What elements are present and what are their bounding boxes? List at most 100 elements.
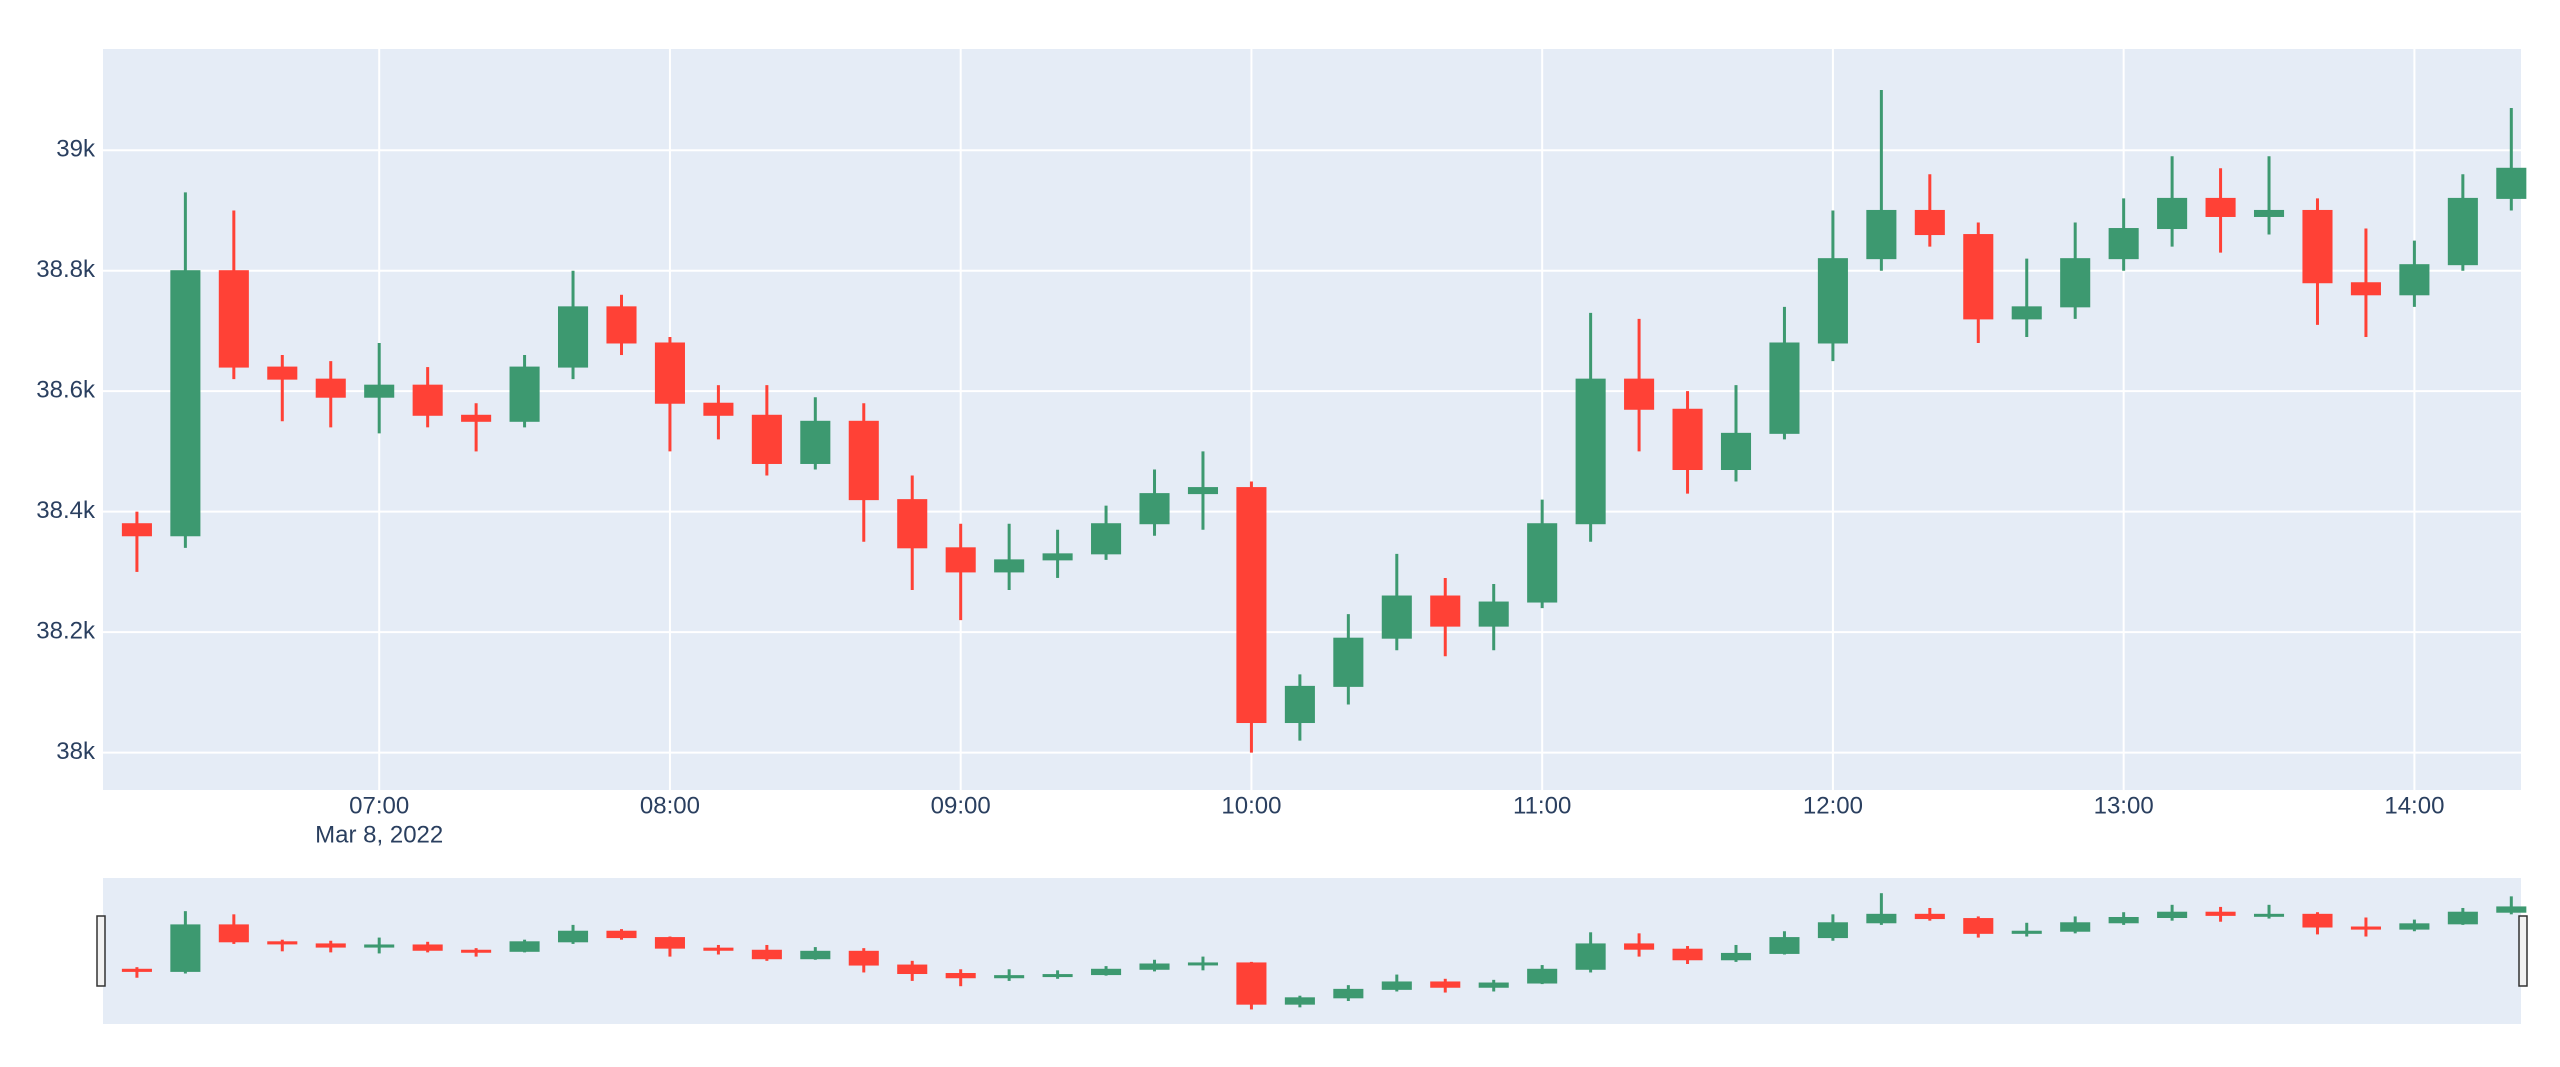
mini-candle-body [1866, 913, 1897, 924]
mini-candle-body [1914, 913, 1945, 920]
mini-candle-body [751, 949, 782, 960]
y-tick-label: 38.4k [36, 497, 96, 524]
x-tick-label: 11:00 [1513, 792, 1571, 819]
y-tick-label: 38.2k [36, 618, 96, 645]
mini-candle-body [1527, 968, 1558, 984]
candle-body [2157, 197, 2188, 230]
mini-candle-body [364, 944, 395, 948]
candle-body [557, 306, 589, 368]
mini-candle-body [557, 930, 589, 943]
mini-candle-body [654, 937, 685, 949]
mini-candle-body [1720, 952, 1752, 961]
x-date-label: Mar 8, 2022 [315, 821, 443, 848]
candle-body [848, 420, 879, 501]
mini-candle-body [1284, 997, 1315, 1005]
candle-body [121, 523, 152, 537]
range-handle-right[interactable] [2518, 915, 2528, 987]
mini-candle-body [170, 924, 201, 972]
mini-candle-body [1817, 922, 1848, 939]
mini-candle-body [2253, 913, 2285, 917]
candle-body [2399, 264, 2430, 296]
mini-candle-body [1575, 943, 1606, 970]
mini-candle-body [2205, 911, 2236, 916]
range-handle-left[interactable] [96, 915, 106, 987]
candle-body [703, 402, 734, 416]
x-tick-label: 10:00 [1221, 792, 1281, 819]
mini-candle-body [509, 941, 540, 952]
mini-candle-body [315, 943, 346, 948]
candle-body [1091, 523, 1122, 555]
mini-candle-body [1624, 943, 1655, 950]
mini-candle-body [1236, 962, 1267, 1005]
mini-candle-body [1430, 981, 1461, 988]
candle-body [1042, 553, 1073, 561]
x-tick-label: 09:00 [931, 792, 991, 819]
x-tick-label: 08:00 [640, 792, 700, 819]
candle-body [2108, 228, 2139, 260]
y-tick-label: 38.8k [36, 256, 96, 283]
candle-body [1381, 595, 1412, 639]
candle-body [1866, 209, 1897, 260]
candle-body [2496, 167, 2527, 199]
candle-body [1624, 378, 1655, 410]
mini-candle-body [267, 941, 298, 945]
candle-body [2447, 197, 2478, 266]
candle-body [2205, 197, 2236, 217]
y-tick-label: 39k [56, 136, 96, 163]
mini-candle-body [606, 930, 637, 939]
candle-body [1672, 408, 1703, 471]
candle-body [2060, 258, 2091, 308]
mini-candle-body [2399, 923, 2430, 930]
candle-body [1914, 209, 1945, 236]
candle-body [1430, 595, 1461, 627]
candle-body [1575, 378, 1606, 525]
candle-body [1284, 685, 1315, 724]
mini-candle-body [1769, 937, 1800, 954]
mini-candle-body [1381, 981, 1412, 990]
mini-candle-body [1187, 962, 1219, 966]
mini-candle-body [848, 950, 879, 966]
mini-candle-body [2447, 911, 2478, 925]
mini-candle-body [2060, 922, 2091, 932]
x-tick-label: 07:00 [349, 792, 409, 819]
x-tick-label: 13:00 [2094, 792, 2154, 819]
candle-body [364, 384, 395, 398]
mini-candle-body [703, 947, 734, 951]
mini-candle-body [1091, 968, 1122, 976]
mini-candle-body [897, 964, 928, 975]
mini-candle-body [2496, 906, 2527, 913]
candle-body [218, 270, 249, 368]
mini-candle-body [218, 924, 249, 943]
candle-body [509, 366, 540, 422]
candle-body [267, 366, 298, 380]
candle-body [1478, 601, 1509, 627]
mini-candle-body [2350, 926, 2381, 930]
x-tick-label: 14:00 [2384, 792, 2444, 819]
mini-candle-body [2108, 916, 2139, 924]
candle-body [1963, 234, 1994, 320]
candle-body [751, 414, 782, 464]
candle-body [412, 384, 443, 416]
candle-body [2253, 209, 2285, 217]
candle-body [2302, 209, 2333, 284]
mini-candle-body [121, 968, 152, 972]
mini-candle-body [1963, 918, 1994, 934]
candle-body [2350, 282, 2381, 296]
mini-candle-body [945, 973, 976, 979]
candle-body [994, 559, 1025, 573]
candle-body [1333, 637, 1364, 687]
mini-candle-body [1672, 948, 1703, 961]
mini-candle-body [412, 944, 443, 951]
y-tick-label: 38.6k [36, 377, 96, 404]
mini-candle-body [1139, 963, 1170, 970]
mini-candle-body [1333, 988, 1364, 999]
y-tick-label: 38k [56, 738, 96, 765]
mini-candle-body [2011, 930, 2042, 934]
candle-body [1769, 342, 1800, 434]
mini-candle-body [994, 975, 1025, 979]
mini-candle-body [800, 950, 831, 960]
candle-body [2011, 306, 2042, 320]
plot-area [103, 49, 2521, 790]
